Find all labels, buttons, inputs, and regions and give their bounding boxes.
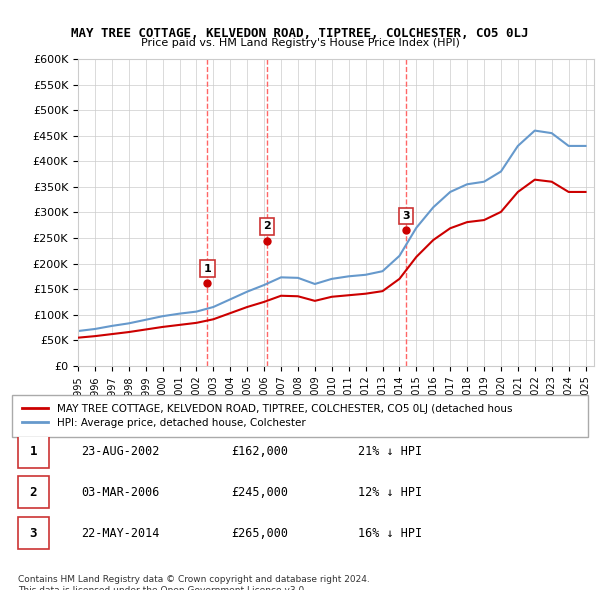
FancyBboxPatch shape — [18, 517, 49, 549]
FancyBboxPatch shape — [18, 435, 49, 467]
Legend: MAY TREE COTTAGE, KELVEDON ROAD, TIPTREE, COLCHESTER, CO5 0LJ (detached hous, HP: MAY TREE COTTAGE, KELVEDON ROAD, TIPTREE… — [17, 399, 517, 433]
Text: 03-MAR-2006: 03-MAR-2006 — [81, 486, 160, 499]
Text: £245,000: £245,000 — [231, 486, 288, 499]
Text: 21% ↓ HPI: 21% ↓ HPI — [358, 445, 422, 458]
Text: 1: 1 — [203, 264, 211, 274]
Text: 23-AUG-2002: 23-AUG-2002 — [81, 445, 160, 458]
Text: 12% ↓ HPI: 12% ↓ HPI — [358, 486, 422, 499]
Text: £265,000: £265,000 — [231, 527, 288, 540]
Text: £162,000: £162,000 — [231, 445, 288, 458]
Text: 22-MAY-2014: 22-MAY-2014 — [81, 527, 160, 540]
Text: 16% ↓ HPI: 16% ↓ HPI — [358, 527, 422, 540]
Text: Contains HM Land Registry data © Crown copyright and database right 2024.
This d: Contains HM Land Registry data © Crown c… — [18, 575, 370, 590]
Text: Price paid vs. HM Land Registry's House Price Index (HPI): Price paid vs. HM Land Registry's House … — [140, 38, 460, 48]
Text: 3: 3 — [29, 527, 37, 540]
FancyBboxPatch shape — [12, 395, 588, 437]
Text: 2: 2 — [29, 486, 37, 499]
Text: 3: 3 — [402, 211, 410, 221]
Text: 1: 1 — [29, 445, 37, 458]
Text: MAY TREE COTTAGE, KELVEDON ROAD, TIPTREE, COLCHESTER, CO5 0LJ: MAY TREE COTTAGE, KELVEDON ROAD, TIPTREE… — [71, 27, 529, 40]
FancyBboxPatch shape — [18, 476, 49, 509]
Text: 2: 2 — [263, 221, 271, 231]
